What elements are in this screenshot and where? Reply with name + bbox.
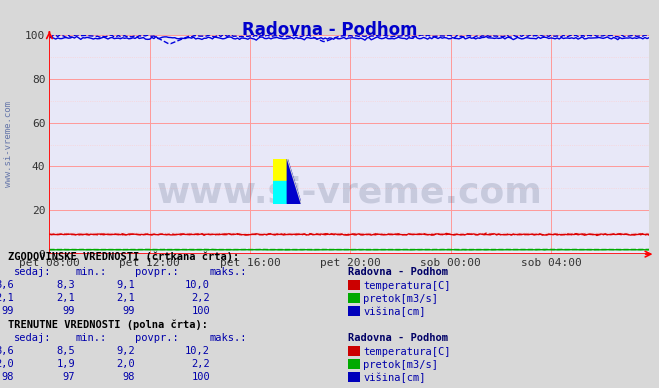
- Text: 8,6: 8,6: [0, 346, 14, 356]
- Text: pretok[m3/s]: pretok[m3/s]: [363, 360, 438, 370]
- Text: 9,2: 9,2: [116, 346, 135, 356]
- Polygon shape: [273, 159, 287, 182]
- Text: višina[cm]: višina[cm]: [363, 373, 426, 384]
- Text: TRENUTNE VREDNOSTI (polna črta):: TRENUTNE VREDNOSTI (polna črta):: [8, 320, 208, 331]
- Text: 2,0: 2,0: [116, 359, 135, 369]
- Text: povpr.:: povpr.:: [135, 267, 179, 277]
- Text: 2,0: 2,0: [0, 359, 14, 369]
- Text: maks.:: maks.:: [210, 267, 248, 277]
- Text: Radovna - Podhom: Radovna - Podhom: [348, 333, 448, 343]
- Text: sedaj:: sedaj:: [14, 267, 51, 277]
- Text: pretok[m3/s]: pretok[m3/s]: [363, 294, 438, 304]
- Text: 10,0: 10,0: [185, 280, 210, 290]
- Text: 100: 100: [191, 372, 210, 382]
- Text: 2,2: 2,2: [191, 293, 210, 303]
- Text: 2,1: 2,1: [56, 293, 75, 303]
- Text: sedaj:: sedaj:: [14, 333, 51, 343]
- Text: Radovna - Podhom: Radovna - Podhom: [348, 267, 448, 277]
- Text: Radovna - Podhom: Radovna - Podhom: [242, 21, 417, 39]
- Text: 1,9: 1,9: [56, 359, 75, 369]
- Text: min.:: min.:: [75, 333, 106, 343]
- Polygon shape: [287, 159, 301, 204]
- Text: 99: 99: [63, 306, 75, 316]
- Text: 98: 98: [1, 372, 14, 382]
- Text: 2,1: 2,1: [116, 293, 135, 303]
- Text: ZGODOVINSKE VREDNOSTI (črtkana črta):: ZGODOVINSKE VREDNOSTI (črtkana črta):: [8, 252, 239, 263]
- Text: 97: 97: [63, 372, 75, 382]
- Text: 10,2: 10,2: [185, 346, 210, 356]
- Polygon shape: [273, 182, 287, 204]
- Text: 98: 98: [123, 372, 135, 382]
- Text: višina[cm]: višina[cm]: [363, 307, 426, 317]
- Text: 8,5: 8,5: [56, 346, 75, 356]
- Text: temperatura[C]: temperatura[C]: [363, 347, 451, 357]
- Text: 100: 100: [191, 306, 210, 316]
- Text: www.si-vreme.com: www.si-vreme.com: [156, 176, 542, 210]
- Text: min.:: min.:: [75, 267, 106, 277]
- Text: 99: 99: [1, 306, 14, 316]
- Text: 99: 99: [123, 306, 135, 316]
- Text: 8,3: 8,3: [56, 280, 75, 290]
- Text: 9,1: 9,1: [116, 280, 135, 290]
- Text: 8,6: 8,6: [0, 280, 14, 290]
- Text: 2,2: 2,2: [191, 359, 210, 369]
- Text: povpr.:: povpr.:: [135, 333, 179, 343]
- Text: www.si-vreme.com: www.si-vreme.com: [4, 100, 13, 187]
- Text: 2,1: 2,1: [0, 293, 14, 303]
- Text: maks.:: maks.:: [210, 333, 248, 343]
- Text: temperatura[C]: temperatura[C]: [363, 281, 451, 291]
